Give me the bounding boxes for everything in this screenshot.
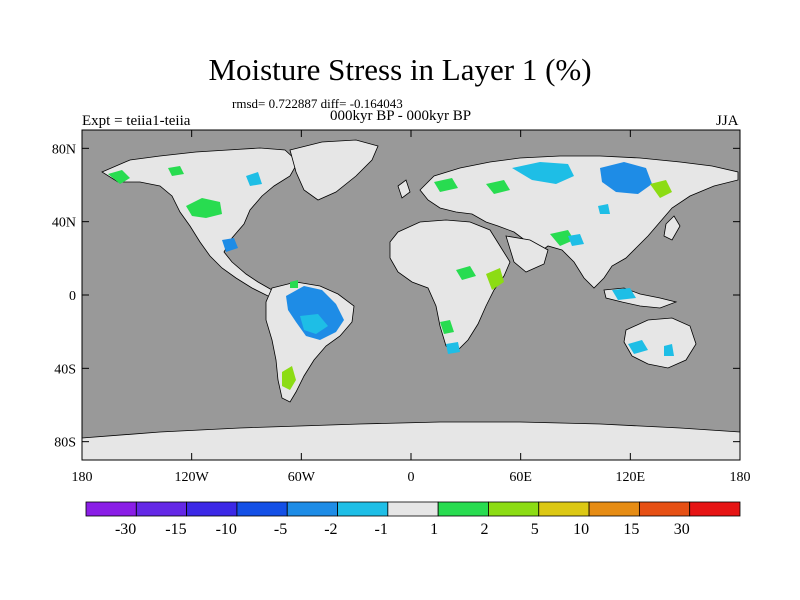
lon-tick-label: 60W (288, 470, 316, 485)
map-plot-area (82, 130, 740, 460)
colorbar-swatch (337, 501, 389, 517)
colorbar-swatch (387, 501, 439, 517)
land-antarctica (82, 421, 740, 460)
period-text: 000kyr BP - 000kyr BP (330, 108, 472, 124)
colorbar-label: -1 (375, 521, 388, 538)
colorbar-label: 2 (480, 521, 488, 538)
patch-negative-india (568, 234, 584, 246)
land-japan (663, 215, 681, 241)
lat-tick-label: 80S (54, 436, 76, 451)
colorbar-label: 15 (623, 521, 639, 538)
lat-tick-label: 40N (52, 216, 76, 231)
land-greenland (289, 139, 379, 201)
season-label: JJA (716, 113, 739, 129)
lat-tick-label: 0 (69, 289, 76, 304)
colorbar-swatch (638, 501, 691, 517)
colorbar-swatch (236, 501, 288, 517)
stats-text: rmsd= 0.722887 diff= -0.164043 (232, 96, 403, 111)
patch-positive-central-asia (486, 180, 510, 194)
land-africa (389, 219, 511, 353)
lon-tick-label: 180 (730, 470, 751, 485)
colorbar: -30 -15 -10 -5 -2 -1 1 2 5 10 15 30 (85, 501, 741, 538)
moisture-anomaly-patches (108, 162, 674, 390)
patch-positive-east-africa (486, 268, 504, 290)
patch-positive-patagonia (282, 366, 296, 390)
patch-positive-north-america (186, 198, 222, 218)
colorbar-label: 5 (531, 521, 539, 538)
colorbar-label: -30 (115, 521, 136, 538)
colorbar-swatch (186, 501, 238, 517)
lon-tick-label: 120E (616, 470, 646, 485)
patch-negative-australia-east (664, 344, 674, 356)
colorbar-swatch (689, 501, 741, 517)
patch-positive-alaska (108, 170, 130, 184)
colorbar-label: -5 (274, 521, 287, 538)
colorbar-label: -15 (165, 521, 186, 538)
colorbar-swatch (85, 501, 137, 517)
axis-ticks: 80N 40N 0 40S 80S 180 120W 60W 0 60E 120E 180 (52, 130, 751, 485)
chart-title: Moisture Stress in Layer 1 (%) (208, 52, 592, 87)
lat-tick-label: 40S (54, 362, 76, 377)
patch-positive-east-asia (650, 180, 672, 198)
patch-negative-north-asia (512, 162, 574, 184)
colorbar-swatch (488, 501, 540, 517)
colorbar-swatch (538, 501, 590, 517)
land-uk (397, 179, 411, 199)
patch-negative-canada (246, 172, 262, 186)
lon-tick-label: 0 (408, 470, 415, 485)
experiment-label: Expt = teiia1-teiia (82, 113, 191, 129)
patch-positive-sahel (456, 266, 476, 280)
patch-positive-india (550, 230, 574, 246)
patch-negative-siberia (600, 162, 652, 194)
colorbar-swatch (437, 501, 489, 517)
colorbar-swatch (588, 501, 640, 517)
patch-positive-europe (434, 178, 458, 192)
patch-negative-south-africa (446, 342, 460, 354)
colorbar-label: -2 (324, 521, 337, 538)
colorbar-label: 10 (573, 521, 589, 538)
patch-negative-australia (628, 340, 648, 354)
colorbar-swatch (135, 501, 188, 517)
colorbar-swatch (286, 501, 338, 517)
lon-tick-label: 60E (509, 470, 532, 485)
patch-negative-usa (222, 238, 238, 252)
patch-positive-canada (168, 166, 184, 176)
colorbar-label: 1 (430, 521, 438, 538)
lon-tick-label: 180 (72, 470, 93, 485)
land-arabia (505, 235, 549, 273)
colorbar-label: -10 (216, 521, 237, 538)
land-north-america (101, 147, 299, 299)
lon-tick-label: 120W (175, 470, 210, 485)
lat-tick-label: 80N (52, 142, 76, 157)
patch-negative-tibet (598, 204, 610, 214)
land-australia (623, 317, 697, 369)
colorbar-label: 30 (674, 521, 690, 538)
patch-positive-south-africa (440, 320, 454, 334)
patch-negative-indonesia (612, 288, 636, 300)
patch-positive-amazon-north (290, 280, 298, 288)
patch-negative-amazon (286, 286, 344, 340)
patch-negative-amazon-light (300, 314, 328, 334)
